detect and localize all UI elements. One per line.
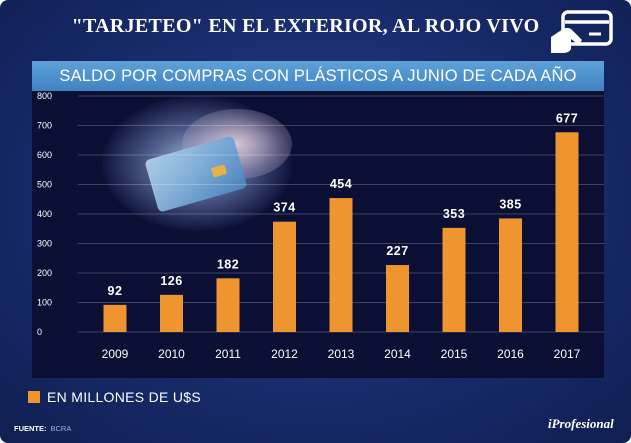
- y-tick-label: 500: [37, 180, 52, 190]
- subtitle-bar: SALDO POR COMPRAS CON PLÁSTICOS A JUNIO …: [32, 61, 604, 91]
- data-label-2013: 454: [330, 177, 352, 191]
- data-label-2015: 353: [443, 207, 465, 221]
- source-value: BCRA: [50, 423, 72, 433]
- y-tick-label: 300: [37, 239, 52, 249]
- data-label-2016: 385: [499, 197, 521, 211]
- bar-2012: [273, 221, 296, 332]
- data-label-2011: 182: [217, 257, 239, 271]
- legend-swatch: [28, 391, 40, 403]
- y-tick-label: 0: [37, 327, 42, 337]
- data-label-2009: 92: [108, 284, 123, 298]
- y-tick-label: 800: [37, 91, 52, 101]
- x-tick-label-2011: 2011: [215, 347, 241, 361]
- bar-2016: [499, 218, 522, 332]
- x-tick-label-2010: 2010: [158, 347, 185, 361]
- y-tick-label: 100: [37, 298, 52, 308]
- source-note: FUENTE: BCRA: [14, 421, 71, 435]
- plot-area: 0 100 200 300 400 500 600 700 800 92 126 182 374 454…: [32, 91, 604, 378]
- bar-chart: 0 100 200 300 400 500 600 700 800 92 126 182 374 454…: [37, 91, 604, 361]
- data-label-2012: 374: [273, 201, 295, 215]
- bar-2010: [160, 294, 183, 332]
- publisher-logo: iProfesional: [548, 416, 614, 431]
- y-tick-label: 700: [37, 121, 52, 131]
- y-tick-label: 600: [37, 150, 52, 160]
- bar-2013: [329, 198, 353, 332]
- bar-2017: [555, 132, 579, 332]
- data-label-2017: 677: [556, 111, 578, 125]
- headline: "TARJETEO" EN EL EXTERIOR, AL ROJO VIVO: [0, 0, 631, 52]
- y-tick-label: 200: [37, 268, 52, 278]
- bar-2015: [442, 227, 466, 332]
- data-label-2010: 126: [160, 274, 182, 288]
- x-tick-label-2017: 2017: [554, 347, 581, 361]
- x-tick-label-2013: 2013: [328, 347, 355, 361]
- x-tick-label-2015: 2015: [441, 347, 468, 361]
- x-tick-label-2016: 2016: [497, 347, 524, 361]
- legend: EN MILLONES DE U$S: [28, 388, 201, 406]
- chart-subtitle: SALDO POR COMPRAS CON PLÁSTICOS A JUNIO …: [59, 66, 577, 85]
- x-tick-label-2014: 2014: [384, 347, 411, 361]
- y-tick-label: 400: [37, 209, 52, 219]
- x-tick-label-2012: 2012: [271, 347, 298, 361]
- legend-label: EN MILLONES DE U$S: [47, 389, 201, 405]
- headline-title: "TARJETEO" EN EL EXTERIOR, AL ROJO VIVO: [71, 14, 540, 37]
- credit-card-hand-icon: [551, 10, 613, 53]
- bar-2011: [216, 278, 240, 332]
- source-label: FUENTE:: [14, 423, 47, 433]
- data-label-2014: 227: [386, 244, 408, 258]
- bar-2009: [103, 304, 127, 332]
- x-tick-label-2009: 2009: [102, 347, 129, 361]
- bar-2014: [386, 265, 409, 332]
